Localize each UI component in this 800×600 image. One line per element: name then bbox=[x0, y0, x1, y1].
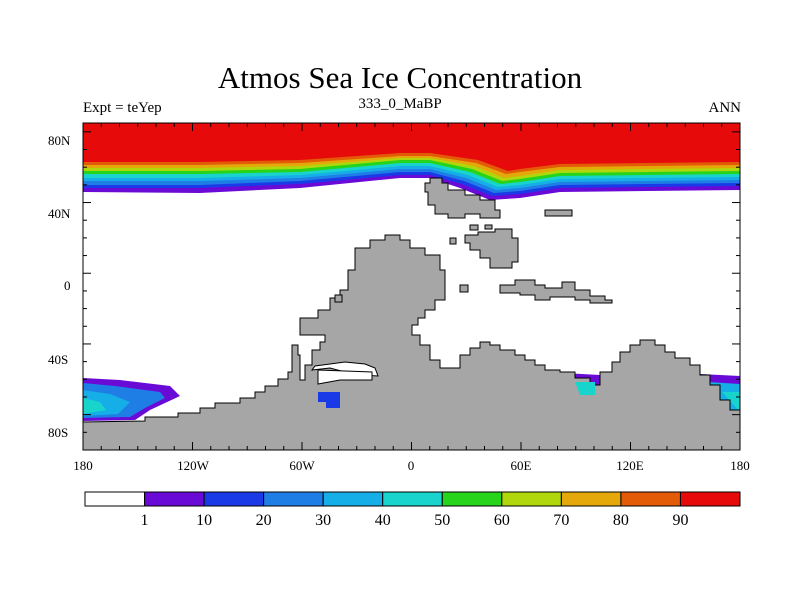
colorbar-swatch bbox=[263, 491, 324, 507]
small-island-3 bbox=[459, 284, 469, 293]
lon-label-60e: 60E bbox=[511, 458, 532, 473]
colorbar-label: 80 bbox=[613, 512, 629, 529]
colorbar-label: 90 bbox=[672, 512, 688, 529]
arctic-sea-ice bbox=[83, 123, 740, 200]
land-masses bbox=[83, 177, 740, 450]
small-island-2 bbox=[449, 237, 457, 245]
colorbar-label: 10 bbox=[196, 512, 212, 529]
lon-label-120e: 120E bbox=[616, 458, 644, 473]
season-label: ANN bbox=[708, 100, 742, 116]
lat-label-80n: 80N bbox=[48, 133, 71, 148]
axis-ticks bbox=[82, 123, 741, 451]
colorbar-label: 50 bbox=[434, 512, 450, 529]
colorbar-label: 60 bbox=[494, 512, 510, 529]
small-island-6 bbox=[469, 224, 479, 231]
colorbar-swatch bbox=[382, 491, 443, 507]
northern-landmass-1 bbox=[424, 177, 501, 219]
map-title: Atmos Sea Ice Concentration bbox=[217, 60, 583, 95]
southern-ice-west bbox=[83, 378, 180, 421]
southern-ice-coastal bbox=[318, 382, 595, 408]
colorbar-swatch bbox=[620, 491, 681, 507]
lat-label-40n: 40N bbox=[48, 206, 71, 221]
lon-label-180e: 180 bbox=[730, 458, 750, 473]
colorbar-label: 20 bbox=[256, 512, 272, 529]
colorbar-label: 40 bbox=[375, 512, 391, 529]
experiment-label: Expt = teYep bbox=[83, 100, 162, 116]
colorbar-swatch bbox=[501, 491, 562, 507]
colorbar-swatch bbox=[144, 491, 205, 507]
colorbar-swatch bbox=[560, 491, 622, 507]
eastern-island-chain bbox=[499, 279, 613, 304]
lat-label-80s: 80S bbox=[48, 425, 68, 440]
lat-label-0: 0 bbox=[64, 278, 71, 293]
map-plot-area bbox=[83, 123, 740, 450]
small-island-4 bbox=[334, 294, 343, 303]
northern-landmass-2 bbox=[464, 228, 519, 269]
colorbar-label: 30 bbox=[315, 512, 331, 529]
lat-label-40s: 40S bbox=[48, 352, 68, 367]
lon-label-60w: 60W bbox=[289, 458, 315, 473]
colorbar-swatch bbox=[84, 491, 146, 507]
colorbar-label: 70 bbox=[553, 512, 569, 529]
lon-label-0: 0 bbox=[408, 458, 415, 473]
colorbar-swatch bbox=[203, 491, 265, 507]
colorbar: 1 10 20 30 40 50 60 70 80 90 bbox=[84, 491, 741, 529]
colorbar-swatch bbox=[441, 491, 503, 507]
colorbar-label: 1 bbox=[141, 512, 149, 529]
lon-label-120w: 120W bbox=[177, 458, 210, 473]
small-island-5 bbox=[484, 224, 493, 230]
southern-inner-ocean-gap bbox=[317, 369, 373, 385]
small-island-1 bbox=[544, 209, 573, 217]
colorbar-swatch bbox=[679, 491, 741, 507]
colorbar-swatch bbox=[322, 491, 384, 507]
period-label: 333_0_MaBP bbox=[358, 96, 442, 112]
lon-label-180w: 180 bbox=[73, 458, 93, 473]
